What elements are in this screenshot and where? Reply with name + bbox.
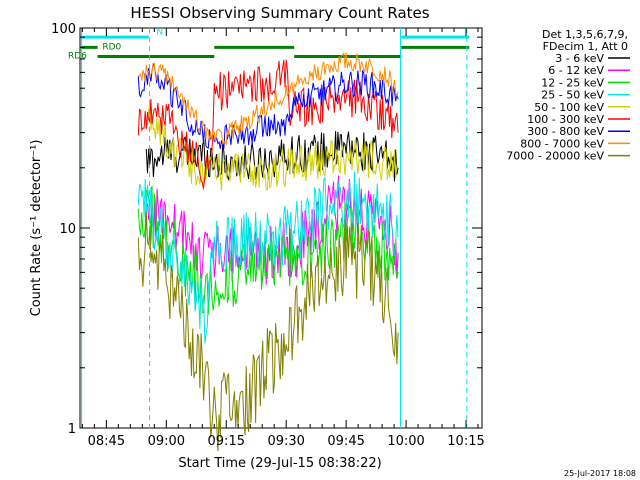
legend-header-line: Det 1,3,5,6,7,9, [542,28,628,41]
legend-entry-label: 25 - 50 keV [541,89,604,102]
series-line-8 [138,51,399,146]
legend-entry-label: 50 - 100 keV [534,101,604,114]
mode-flags: N RD0 RD6 [68,28,470,62]
legend-entry-label: 800 - 7000 keV [520,137,604,150]
y-tick-label: 100 [51,22,76,37]
axis-ticks: 08:45 09:00 09:15 09:30 09:45 10:00 10:15 1 10 10… [51,22,485,449]
x-tick-label: 09:30 [267,434,304,449]
legend-entry-label: 7000 - 20000 keV [506,150,604,163]
legend: Det 1,3,5,6,7,9,FDecim 1, Att 03 - 6 keV… [506,28,630,163]
y-tick-label: 1 [68,422,76,437]
flag-label-rd0: RD0 [102,42,121,52]
x-tick-label: 08:45 [88,434,125,449]
series-line-4 [137,171,399,344]
y-axis-label: Count Rate (s⁻¹ detector⁻¹) [29,140,44,317]
series-line-6 [137,59,399,189]
legend-entry-label: 3 - 6 keV [555,52,604,65]
legend-entry-label: 300 - 800 keV [527,125,604,138]
chart-title: HESSI Observing Summary Count Rates [130,4,429,22]
x-tick-label: 10:00 [387,434,424,449]
x-tick-label: 10:15 [447,434,484,449]
x-tick-label: 09:15 [208,434,245,449]
legend-entry-label: 6 - 12 keV [548,64,604,77]
legend-header-line: FDecim 1, Att 0 [543,40,628,53]
series-line-5 [145,102,399,191]
legend-entry-label: 100 - 300 keV [527,113,604,126]
x-tick-label: 09:00 [148,434,185,449]
series-line-9 [137,211,399,452]
flag-label-rd6: RD6 [68,52,87,62]
y-tick-label: 10 [59,222,76,237]
time-stamp: 25-Jul-2017 18:08 [564,469,636,478]
flag-label-n: N [156,28,163,38]
x-axis-label: Start Time (29-Jul-15 08:38:22) [178,456,381,471]
series-line-7 [137,63,399,150]
legend-entry-label: 12 - 25 keV [541,76,604,89]
series-lines [137,51,399,452]
x-tick-label: 09:45 [327,434,364,449]
